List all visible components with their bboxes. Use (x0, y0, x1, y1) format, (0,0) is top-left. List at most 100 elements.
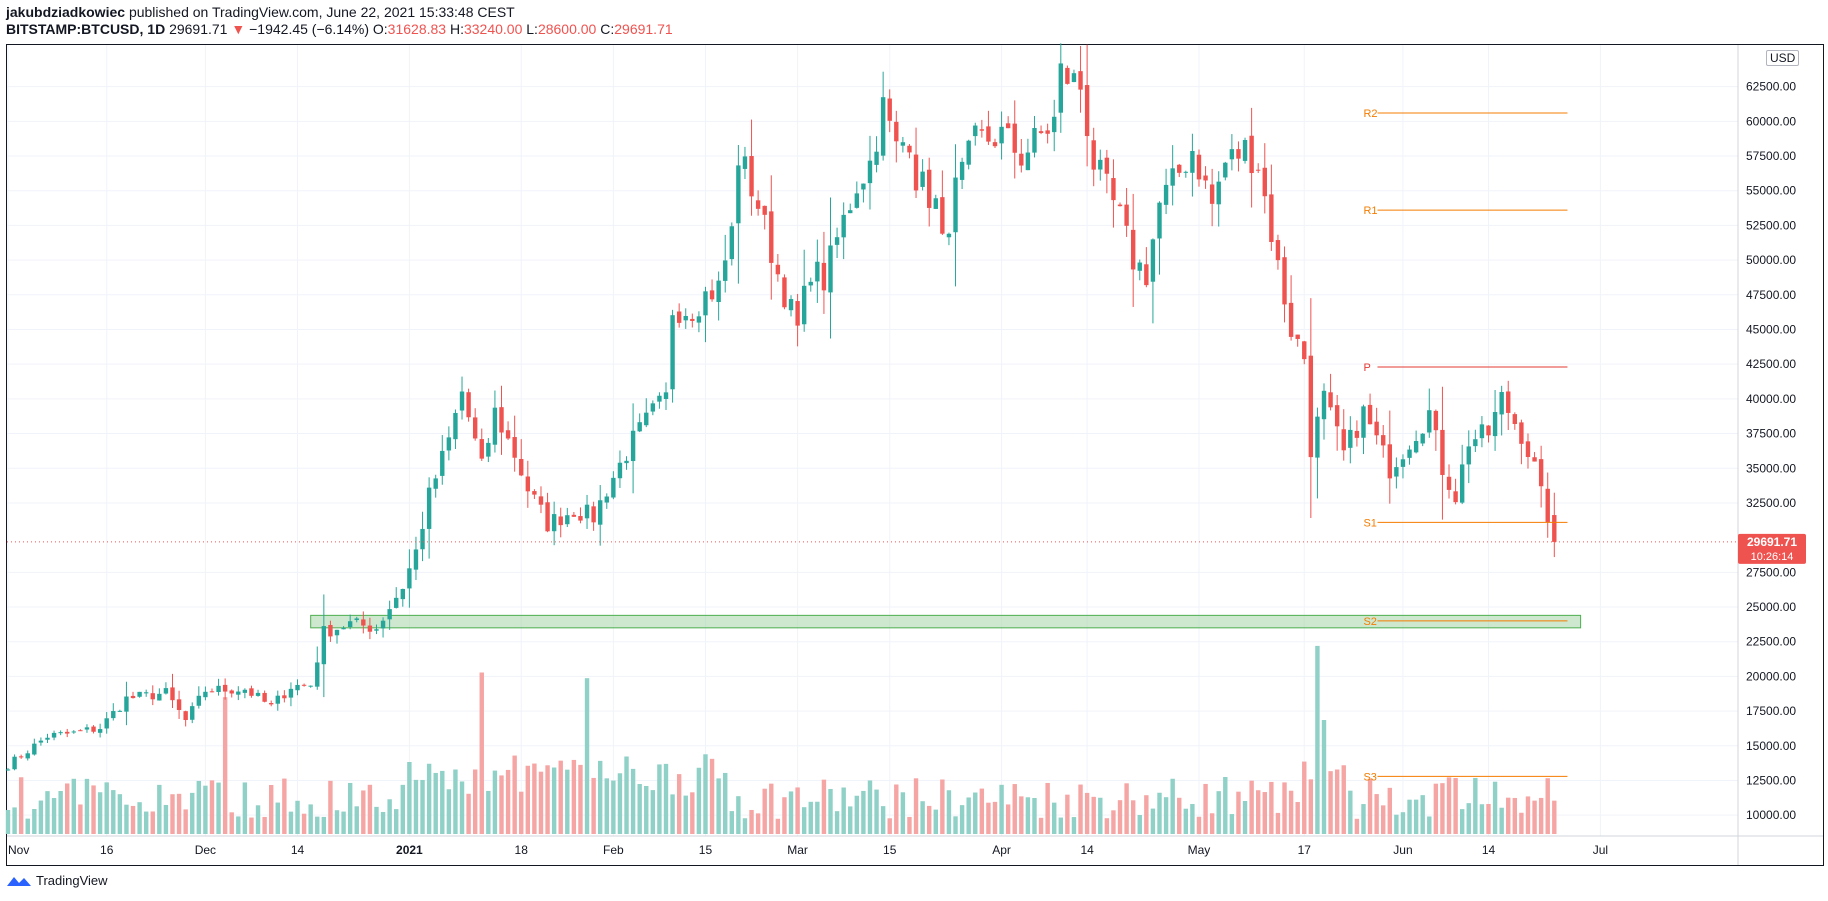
candle-body (1098, 159, 1103, 170)
volume-bar (1216, 791, 1221, 834)
candle-body (1111, 178, 1116, 201)
candle-body (413, 549, 419, 570)
volume-bar (472, 769, 478, 834)
candle-body (1341, 429, 1346, 451)
candle-body (190, 706, 195, 720)
candle-body (1242, 139, 1248, 161)
x-tick-label: Mar (787, 843, 808, 857)
volume-bar (1223, 777, 1228, 834)
volume-bar (1196, 816, 1202, 834)
volume-bar (1275, 812, 1281, 834)
candle-body (1019, 153, 1024, 166)
candle-body (269, 703, 274, 705)
candle-body (624, 460, 629, 464)
volume-bar (25, 818, 30, 834)
volume-bar (933, 809, 938, 834)
candle-body (1387, 444, 1392, 479)
volume-bar (51, 798, 57, 834)
candle-body (1209, 184, 1215, 204)
volume-bar (328, 780, 333, 834)
tradingview-logo-icon[interactable] (6, 874, 32, 888)
volume-bar (1183, 808, 1189, 834)
volume-bar (1012, 784, 1017, 834)
x-tick-label: 15 (699, 843, 713, 857)
author-name[interactable]: jakubdziadkowiec (6, 4, 126, 20)
candle-body (782, 277, 787, 308)
volume-bar (716, 778, 721, 834)
candle-body (795, 301, 800, 326)
candle-body (18, 756, 24, 758)
candle-body (1519, 422, 1524, 444)
volume-bar (1321, 720, 1327, 834)
volume-bar (492, 770, 498, 834)
volume-bar (150, 811, 155, 834)
volume-bar (913, 778, 919, 834)
volume-bar (1124, 783, 1129, 834)
candle-body (1453, 491, 1458, 503)
volume-bar (117, 794, 123, 834)
candle-body (999, 126, 1004, 144)
candle-body (170, 687, 175, 701)
candle-body (407, 568, 412, 589)
last-price-tag-value: 29691.71 (1747, 535, 1797, 549)
volume-bar (1163, 797, 1169, 834)
currency-badge[interactable]: USD (1766, 50, 1800, 66)
volume-bar (927, 805, 932, 834)
candle-body (1506, 391, 1511, 413)
candle-body (1512, 414, 1518, 424)
candle-body (111, 711, 116, 719)
candle-body (242, 689, 248, 693)
chart-frame[interactable] (6, 44, 1824, 866)
candle-body (1538, 459, 1544, 487)
volume-bar (598, 760, 603, 834)
candle-body (1124, 204, 1129, 226)
candle-body (183, 711, 188, 721)
candle-body (1249, 135, 1254, 174)
volume-bar (1374, 794, 1379, 834)
volume-bar (775, 818, 781, 834)
candle-body (1084, 85, 1090, 137)
volume-bar (657, 764, 662, 834)
candle-body (505, 430, 511, 439)
volume-bar (446, 789, 452, 834)
candle-body (479, 439, 484, 459)
candle-body (723, 260, 728, 281)
candle-body (25, 753, 30, 759)
candle-body (729, 226, 734, 260)
volume-bar (1242, 801, 1248, 834)
pivot-label-s3: S3 (1363, 771, 1376, 783)
candle-body (854, 193, 860, 208)
volume-bar (755, 813, 761, 834)
volume-bar (1032, 798, 1037, 834)
volume-bar (795, 787, 800, 834)
candle-body (1032, 128, 1037, 153)
volume-bar (1249, 780, 1254, 834)
publisher-line: jakubdziadkowiec published on TradingVie… (6, 4, 673, 21)
volume-bar (1209, 813, 1215, 834)
footer-brand[interactable]: TradingView (36, 873, 108, 888)
volume-bar (801, 807, 807, 834)
volume-bar (499, 775, 504, 834)
x-tick-label: Jun (1393, 843, 1412, 857)
volume-bar (834, 811, 840, 834)
volume-bar (1111, 810, 1116, 834)
pivot-label-s1: S1 (1363, 517, 1376, 529)
x-tick-label: 2021 (396, 843, 423, 857)
volume-bar (1091, 796, 1096, 834)
high-label: H: (449, 21, 464, 37)
volume-bar (347, 782, 353, 834)
volume-bar (690, 792, 695, 834)
candle-body (65, 731, 70, 734)
candle-body (1078, 71, 1083, 90)
volume-bar (828, 788, 833, 834)
volume-bar (203, 785, 208, 834)
candle-body (426, 487, 432, 529)
candle-body (1170, 168, 1175, 186)
volume-bar (676, 774, 682, 834)
candle-body (630, 430, 636, 462)
chart-header: jakubdziadkowiec published on TradingVie… (6, 4, 673, 38)
volume-bar (1157, 792, 1162, 834)
candle-body (1177, 164, 1182, 173)
candle-body (58, 732, 63, 734)
